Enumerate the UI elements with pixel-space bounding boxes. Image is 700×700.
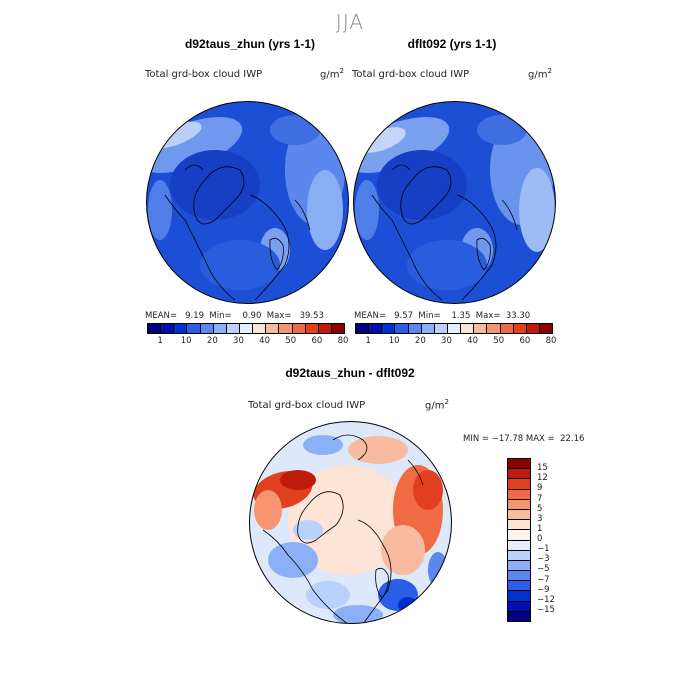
colorbar-swatch [508, 520, 530, 531]
colorbar-tick-label: −9 [537, 584, 550, 595]
diff-units-label: g/m2 [425, 398, 449, 412]
diff-colorbar [507, 458, 531, 622]
colorbar-swatch [395, 324, 409, 333]
colorbar-tick-label: 5 [537, 503, 543, 514]
colorbar-swatch [279, 324, 293, 333]
colorbar-swatch [213, 324, 227, 333]
right-variable-label: Total grd-box cloud IWP [352, 69, 470, 80]
right-polar-map [353, 101, 556, 304]
colorbar-swatch [508, 550, 530, 561]
colorbar-tick-label: 60 [519, 336, 531, 346]
colorbar-tick-label: −15 [537, 604, 555, 615]
colorbar-tick-label: 30 [233, 336, 244, 346]
right-units-label: g/m2 [528, 67, 552, 81]
colorbar-tick-label: −12 [537, 594, 555, 605]
colorbar-swatch [318, 324, 332, 333]
left-variable-label: Total grd-box cloud IWP [145, 69, 263, 80]
colorbar-swatch [487, 324, 501, 333]
colorbar-tick-label: 1 [537, 523, 543, 534]
colorbar-swatch [239, 324, 254, 333]
colorbar-swatch [508, 571, 530, 582]
colorbar-swatch [508, 530, 530, 541]
colorbar-tick-label: 30 [441, 336, 452, 346]
colorbar-swatch [447, 324, 462, 333]
colorbar-swatch [508, 611, 530, 621]
colorbar-swatch [513, 324, 527, 333]
colorbar-swatch [148, 324, 162, 333]
colorbar-swatch [434, 324, 448, 333]
colorbar-swatch [161, 324, 175, 333]
colorbar-swatch [382, 324, 396, 333]
colorbar-swatch [508, 459, 530, 470]
colorbar-swatch [508, 469, 530, 480]
left-units-label: g/m2 [320, 67, 344, 81]
season-title: JJA [335, 10, 365, 34]
colorbar-swatch [331, 324, 345, 333]
colorbar-tick-label: 12 [537, 473, 548, 484]
colorbar-swatch [369, 324, 383, 333]
left-colorbar-labels: 1 10 20 30 40 50 60 80 [147, 336, 348, 348]
colorbar-swatch [508, 591, 530, 602]
colorbar-swatch [508, 479, 530, 490]
colorbar-swatch [187, 324, 201, 333]
colorbar-swatch [266, 324, 280, 333]
colorbar-tick-label: 0 [537, 534, 543, 544]
left-polar-map [146, 101, 349, 304]
right-panel-title: dflt092 (yrs 1-1) [407, 37, 497, 51]
colorbar-tick-label: 1 [157, 336, 163, 346]
right-stats: MEAN= 9.57 Min= 1.35 Max= 33.30 [354, 311, 531, 321]
colorbar-tick-label: −5 [537, 564, 550, 575]
right-colorbar-labels: 1 10 20 30 40 50 60 80 [355, 336, 556, 348]
colorbar-swatch [226, 324, 240, 333]
colorbar-swatch [508, 560, 530, 572]
colorbar-tick-label: 7 [537, 493, 543, 504]
colorbar-swatch [253, 324, 267, 333]
colorbar-tick-label: 50 [493, 336, 505, 346]
colorbar-tick-label: 80 [337, 336, 349, 346]
left-stats: MEAN= 9.19 Min= 0.90 Max= 39.53 [145, 311, 324, 321]
colorbar-tick-label: −1 [537, 544, 550, 555]
colorbar-swatch [508, 489, 530, 500]
colorbar-swatch [421, 324, 435, 333]
colorbar-swatch [539, 324, 553, 333]
colorbar-swatch [508, 499, 530, 510]
colorbar-swatch [500, 324, 514, 333]
colorbar-swatch [508, 540, 530, 551]
colorbar-swatch [305, 324, 319, 333]
colorbar-tick-label: 9 [537, 483, 543, 494]
right-colorbar [355, 323, 553, 334]
colorbar-tick-label: 60 [311, 336, 323, 346]
colorbar-swatch [408, 324, 422, 333]
colorbar-swatch [174, 324, 188, 333]
left-colorbar [147, 323, 345, 334]
colorbar-tick-label: 10 [180, 336, 192, 346]
colorbar-swatch [508, 509, 530, 521]
colorbar-tick-label: 3 [537, 513, 543, 524]
colorbar-swatch [474, 324, 488, 333]
colorbar-tick-label: 80 [545, 336, 557, 346]
colorbar-swatch [292, 324, 306, 333]
left-panel-title: d92taus_zhun (yrs 1-1) [184, 37, 316, 51]
diff-variable-label: Total grd-box cloud IWP [248, 400, 366, 411]
colorbar-swatch [508, 581, 530, 592]
diff-panel-title: d92taus_zhun - dflt092 [285, 366, 415, 380]
colorbar-tick-label: 50 [285, 336, 297, 346]
diff-polar-map [249, 421, 452, 624]
colorbar-tick-label: 20 [414, 336, 426, 346]
colorbar-swatch [508, 601, 530, 612]
colorbar-swatch [526, 324, 540, 333]
colorbar-tick-label: 20 [206, 336, 218, 346]
colorbar-tick-label: 40 [467, 336, 479, 346]
colorbar-tick-label: 1 [365, 336, 371, 346]
diff-stats: MIN = −17.78 MAX = 22.16 [463, 434, 585, 444]
colorbar-tick-label: −7 [537, 574, 550, 585]
colorbar-tick-label: 40 [259, 336, 271, 346]
colorbar-tick-label: −3 [537, 554, 550, 565]
colorbar-tick-label: 15 [537, 463, 548, 474]
colorbar-swatch [461, 324, 475, 333]
diff-colorbar-labels: 15 12 9 7 5 3 1 0 −1 −3 −5 −7 −9 −12 −15 [537, 458, 577, 620]
colorbar-swatch [356, 324, 370, 333]
colorbar-swatch [200, 324, 214, 333]
colorbar-tick-label: 10 [388, 336, 400, 346]
